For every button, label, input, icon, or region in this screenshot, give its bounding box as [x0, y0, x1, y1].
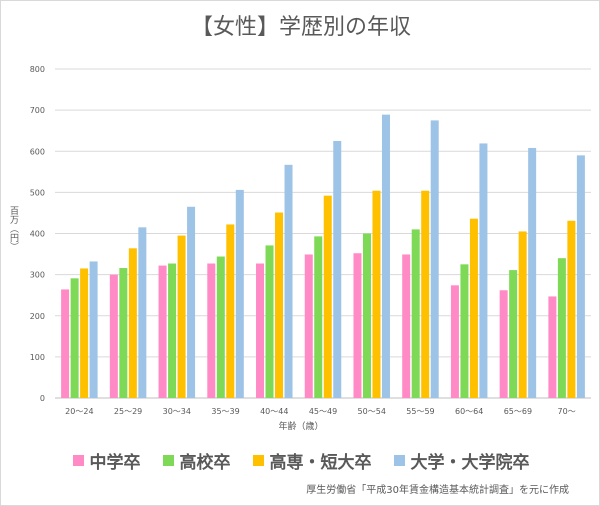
legend-swatch	[162, 455, 174, 466]
bar	[235, 189, 244, 398]
x-tick-label: 30～34	[163, 407, 191, 416]
legend-swatch	[252, 455, 264, 466]
y-tick-label: 700	[30, 106, 45, 115]
bar	[576, 155, 585, 398]
bar	[509, 270, 518, 398]
bar	[226, 224, 235, 398]
legend-label: 高校卒	[179, 453, 231, 473]
legend-item: 大学・大学院卒	[393, 448, 530, 473]
bar	[460, 264, 469, 398]
bar	[548, 296, 557, 398]
bar	[333, 140, 342, 398]
bar	[265, 245, 274, 398]
bar	[421, 190, 430, 398]
bar	[109, 274, 118, 398]
chart-title: 【女性】学歴別の年収	[190, 15, 411, 40]
legend: 中学卒 高校卒 高専・短大卒 大学・大学院卒	[1, 448, 599, 473]
bar	[381, 114, 390, 399]
bar	[450, 285, 459, 398]
bar	[216, 256, 225, 398]
bar	[168, 263, 177, 398]
x-tick-label: 55～59	[406, 407, 434, 416]
bar	[323, 195, 332, 398]
y-tick-label: 0	[40, 394, 45, 403]
bar	[138, 227, 147, 398]
y-axis-label: 百万（円）	[8, 206, 18, 251]
plot-area: 0 100 200 300 400 500 600 700 800 20～24 25～29 30～34…	[30, 65, 591, 416]
y-tick-label: 200	[30, 312, 45, 321]
bar	[353, 253, 362, 398]
bar	[304, 254, 313, 398]
bar	[557, 258, 566, 398]
bar	[70, 278, 79, 398]
bar	[61, 289, 70, 398]
bar	[469, 218, 478, 398]
y-tick-label: 800	[30, 65, 45, 74]
bar	[187, 206, 196, 398]
bar	[567, 220, 576, 398]
legend-label: 中学卒	[89, 453, 141, 473]
bar	[402, 254, 411, 398]
legend-label: 高専・短大卒	[269, 453, 372, 473]
bar	[128, 248, 137, 398]
x-tick-label: 70～	[558, 407, 576, 416]
bar	[372, 190, 381, 398]
bar	[430, 120, 439, 398]
y-tick-label: 500	[30, 188, 45, 197]
x-tick-label: 50～54	[358, 407, 386, 416]
x-tick-label: 40～44	[260, 407, 288, 416]
x-tick-label: 25～29	[114, 407, 142, 416]
y-tick-label: 400	[30, 230, 45, 239]
x-tick-label: 35～39	[211, 407, 239, 416]
bar	[119, 268, 128, 398]
bar	[177, 235, 186, 398]
x-tick-label: 65～69	[504, 407, 532, 416]
bar	[89, 261, 98, 398]
bar	[256, 263, 265, 398]
y-tick-label: 100	[30, 353, 45, 362]
bar	[499, 290, 508, 398]
legend-item: 高校卒	[162, 448, 231, 473]
bar	[314, 236, 323, 398]
x-tick-label: 45～49	[309, 407, 337, 416]
x-tick-label: 60～64	[455, 407, 483, 416]
bar	[275, 212, 284, 398]
bar	[362, 233, 371, 398]
legend-swatch	[393, 455, 405, 466]
y-tick-label: 600	[30, 147, 45, 156]
legend-swatch	[72, 455, 84, 466]
bar	[207, 263, 216, 398]
bar	[158, 265, 167, 398]
x-axis-label: 年齢（歳）	[278, 422, 324, 432]
legend-label: 大学・大学院卒	[410, 453, 530, 473]
bar	[80, 268, 89, 398]
x-tick-label: 20～24	[65, 407, 93, 416]
bar	[479, 143, 488, 398]
bar	[528, 147, 537, 398]
legend-item: 中学卒	[72, 448, 141, 473]
bar	[284, 164, 293, 398]
legend-item: 高専・短大卒	[252, 448, 372, 473]
y-tick-label: 300	[30, 271, 45, 280]
bar	[518, 231, 527, 398]
bar	[411, 229, 420, 398]
source-note: 厚生労働省「平成30年賃金構造基本統計調査」を元に作成	[306, 485, 569, 496]
